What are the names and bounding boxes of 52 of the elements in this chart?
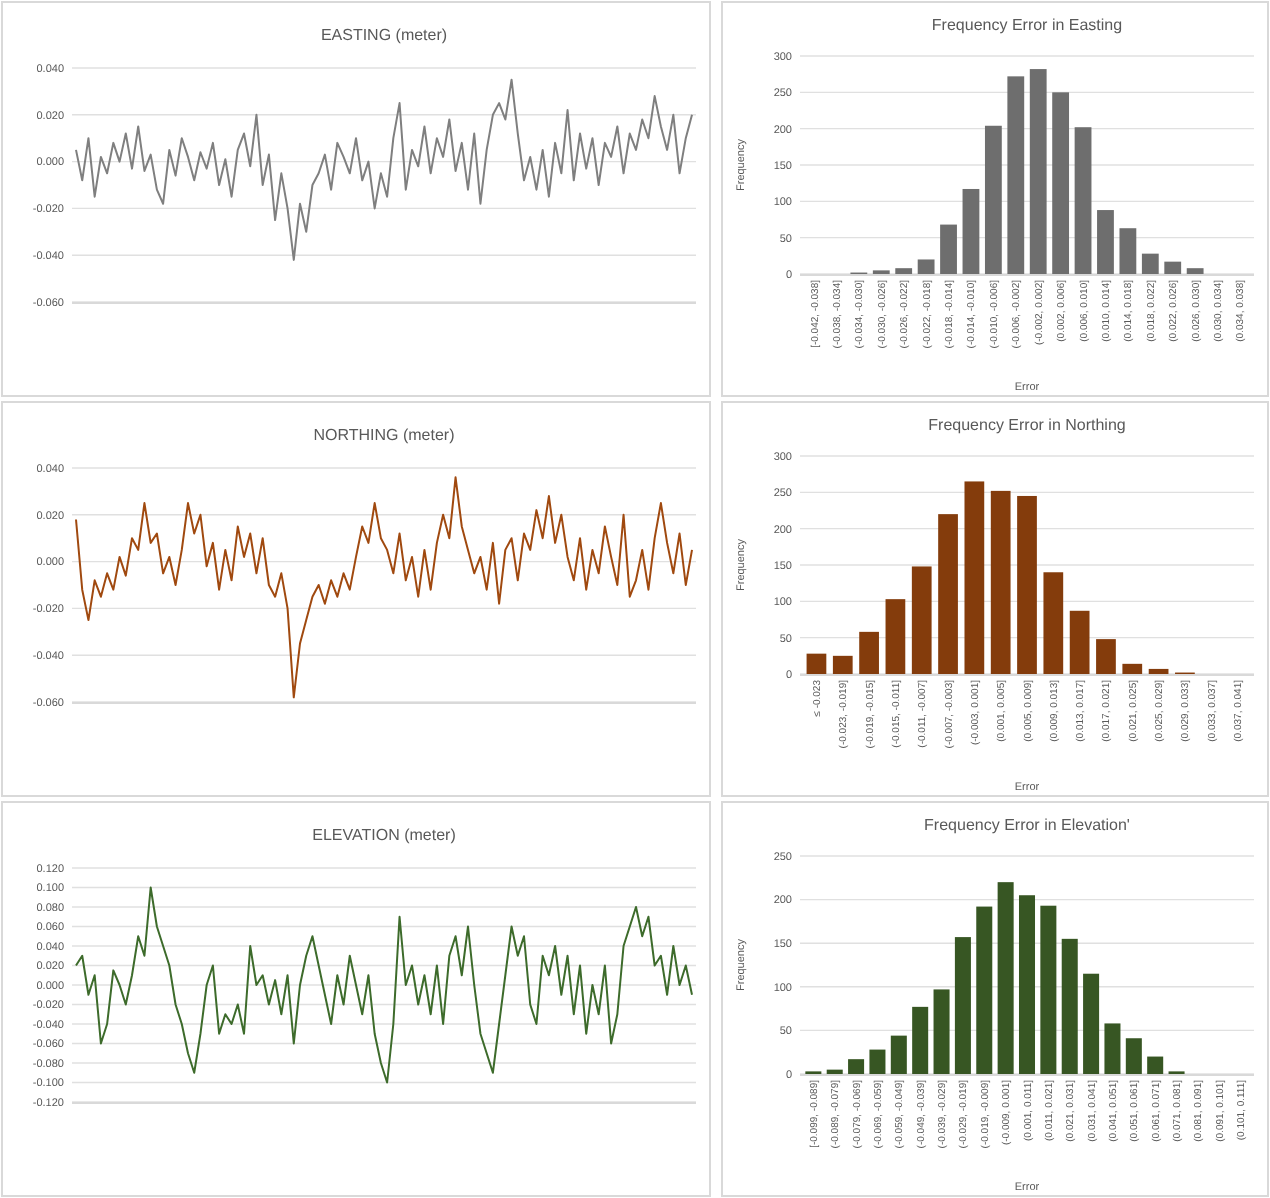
line-series bbox=[75, 476, 693, 699]
bar bbox=[912, 1006, 929, 1074]
bar bbox=[917, 259, 935, 274]
bar bbox=[1122, 663, 1143, 674]
bar bbox=[806, 653, 827, 674]
bar bbox=[1119, 228, 1137, 274]
bar bbox=[940, 224, 957, 274]
bar bbox=[1186, 268, 1204, 274]
chart-title: EASTING (meter) bbox=[320, 26, 448, 44]
chart-title: NORTHING (meter) bbox=[313, 426, 456, 444]
line-series bbox=[75, 886, 693, 1084]
bar bbox=[1164, 261, 1182, 274]
bar bbox=[1018, 895, 1036, 1074]
bar bbox=[911, 566, 932, 674]
bar bbox=[1083, 973, 1100, 1074]
chart-title: ELEVATION (meter) bbox=[312, 826, 457, 844]
bar bbox=[1043, 572, 1064, 674]
bar bbox=[1040, 905, 1057, 1074]
bar bbox=[1069, 610, 1090, 674]
bar bbox=[964, 481, 985, 674]
bar bbox=[895, 268, 913, 274]
chart-title: Frequency Error in Elevation' bbox=[924, 816, 1131, 834]
bar bbox=[1007, 76, 1025, 274]
bar bbox=[976, 906, 993, 1074]
bar bbox=[890, 1035, 907, 1074]
bar bbox=[1104, 1023, 1121, 1074]
bar bbox=[1074, 127, 1092, 274]
bar bbox=[885, 599, 906, 674]
bar bbox=[832, 655, 853, 674]
bar bbox=[933, 989, 950, 1074]
bar bbox=[1141, 253, 1159, 274]
bar bbox=[954, 937, 971, 1074]
bar bbox=[859, 631, 879, 674]
chart-title: Frequency Error in Northing bbox=[928, 416, 1126, 434]
bar bbox=[1147, 1056, 1164, 1074]
chart-title: Frequency Error in Easting bbox=[931, 16, 1123, 34]
bar bbox=[1148, 668, 1169, 674]
bar bbox=[1096, 639, 1116, 674]
bar bbox=[1125, 1038, 1142, 1074]
bar bbox=[1052, 92, 1070, 274]
bar bbox=[990, 490, 1011, 674]
bar bbox=[1097, 210, 1114, 274]
bar bbox=[848, 1059, 865, 1074]
bar bbox=[869, 1049, 886, 1074]
bar bbox=[962, 188, 980, 274]
bar bbox=[1061, 938, 1078, 1074]
bar bbox=[997, 882, 1014, 1074]
bar bbox=[984, 125, 1002, 274]
bar bbox=[938, 514, 958, 674]
line-series bbox=[75, 78, 693, 261]
bar bbox=[1029, 69, 1047, 274]
bar bbox=[1017, 495, 1037, 674]
